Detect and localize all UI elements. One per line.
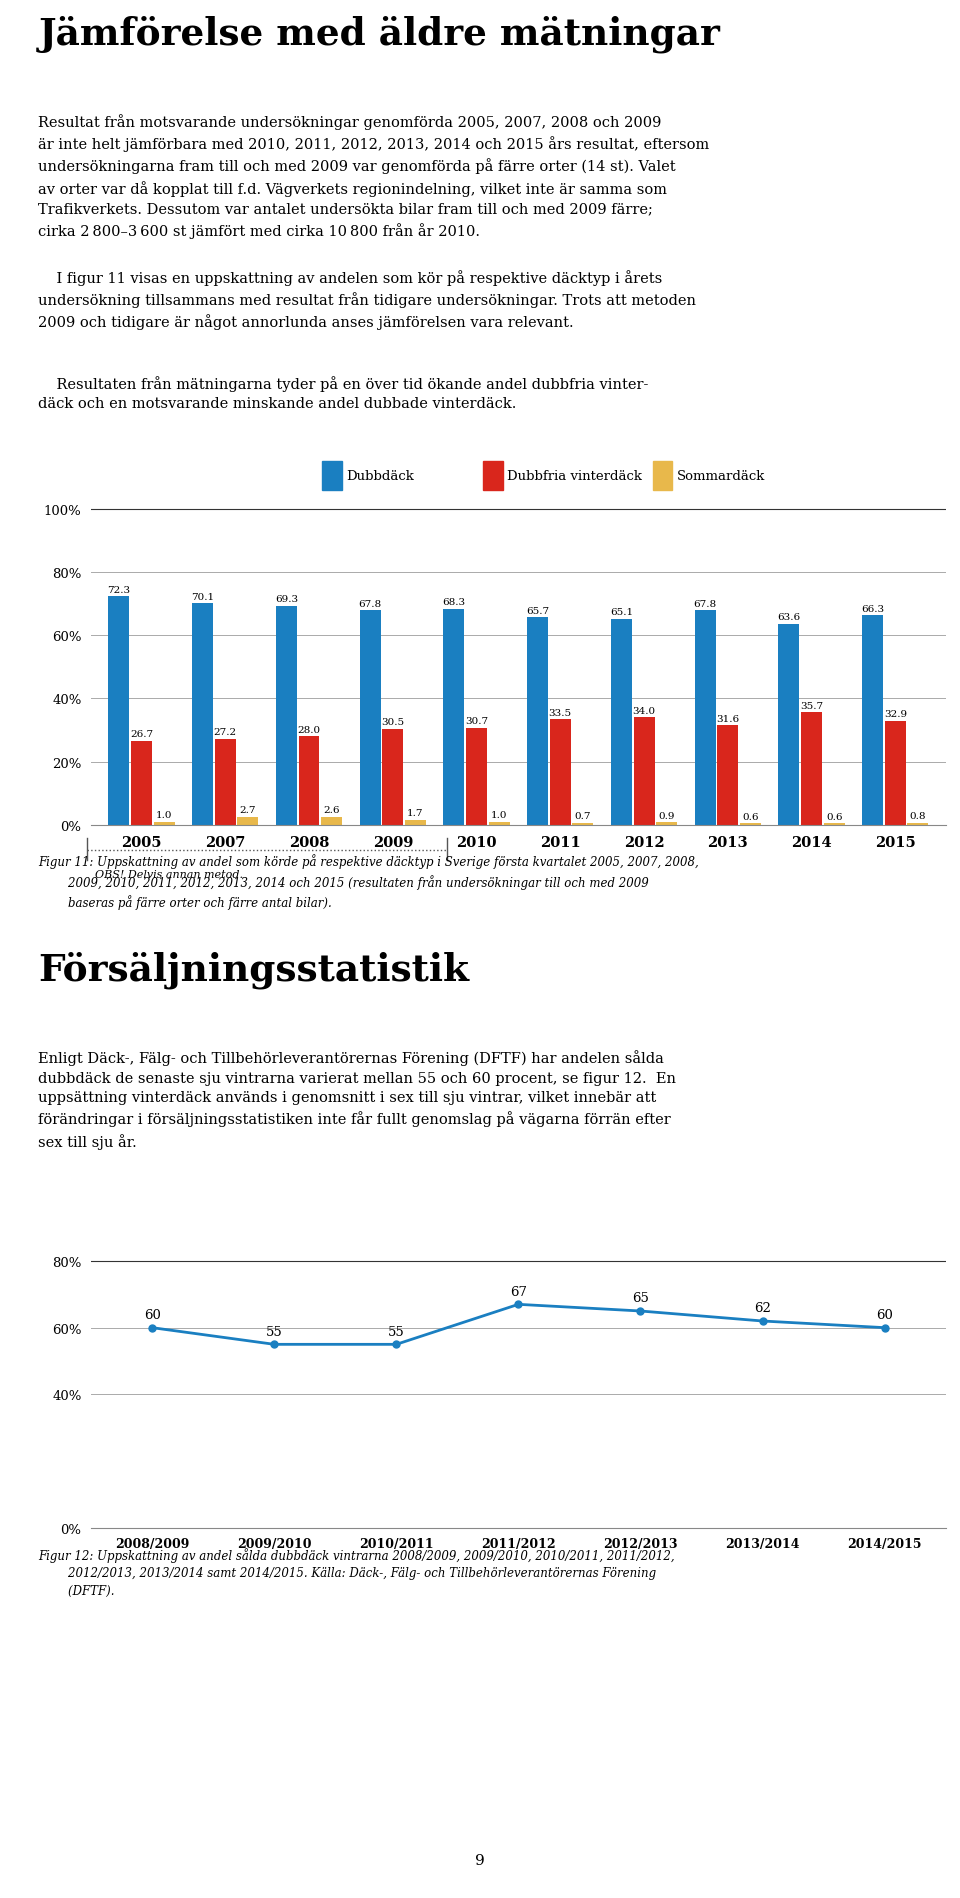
Bar <box>154 822 175 826</box>
Text: 67.8: 67.8 <box>359 600 382 609</box>
Text: Sommardäck: Sommardäck <box>677 471 765 482</box>
Text: 0.8: 0.8 <box>910 812 926 820</box>
Text: 55: 55 <box>388 1325 405 1338</box>
Text: 0.9: 0.9 <box>659 810 675 820</box>
Bar <box>862 615 883 826</box>
Bar <box>695 611 715 826</box>
Bar <box>653 461 672 492</box>
Text: 65.7: 65.7 <box>526 605 549 615</box>
Bar <box>657 824 677 826</box>
Bar <box>634 717 655 826</box>
Bar <box>466 729 487 826</box>
Bar <box>322 818 342 826</box>
Text: 68.3: 68.3 <box>443 598 466 607</box>
Bar <box>483 461 503 492</box>
Bar <box>192 604 213 826</box>
Text: 33.5: 33.5 <box>549 708 572 717</box>
Bar <box>131 742 152 826</box>
Text: OBS! Delvis annan metod.: OBS! Delvis annan metod. <box>95 869 244 881</box>
Bar <box>444 609 465 826</box>
Text: 35.7: 35.7 <box>800 700 823 710</box>
Bar <box>299 736 320 826</box>
Bar <box>215 740 236 826</box>
Text: Försäljningsstatistik: Försäljningsstatistik <box>38 951 469 989</box>
Text: 32.9: 32.9 <box>884 710 907 719</box>
Text: 26.7: 26.7 <box>130 729 153 738</box>
Text: 34.0: 34.0 <box>633 706 656 716</box>
Text: 30.7: 30.7 <box>465 717 488 727</box>
Bar <box>237 818 258 826</box>
Text: 65.1: 65.1 <box>610 607 633 617</box>
Bar <box>323 461 342 492</box>
Bar <box>527 619 548 826</box>
Text: Dubbfria vinterdäck: Dubbfria vinterdäck <box>507 471 642 482</box>
Bar <box>382 729 403 826</box>
Bar <box>550 719 571 826</box>
Text: 67: 67 <box>510 1285 527 1298</box>
Text: 67.8: 67.8 <box>694 600 717 609</box>
Bar <box>717 725 738 826</box>
Bar <box>885 721 906 826</box>
Bar <box>405 820 426 826</box>
Text: 2.6: 2.6 <box>324 807 340 814</box>
Text: 69.3: 69.3 <box>275 594 298 604</box>
Text: 60: 60 <box>876 1308 893 1321</box>
Text: 28.0: 28.0 <box>298 725 321 735</box>
Text: Jämförelse med äldre mätningar: Jämförelse med äldre mätningar <box>38 15 720 53</box>
Text: 0.7: 0.7 <box>575 812 591 822</box>
Text: Figur 12: Uppskattning av andel sålda dubbdäck vintrarna 2008/2009, 2009/2010, 2: Figur 12: Uppskattning av andel sålda du… <box>38 1547 675 1596</box>
Text: 1.0: 1.0 <box>491 810 508 820</box>
Bar <box>108 596 130 826</box>
Text: 55: 55 <box>266 1325 282 1338</box>
Text: 1.0: 1.0 <box>156 810 173 820</box>
Bar <box>801 714 822 826</box>
Bar <box>489 822 510 826</box>
Text: 65: 65 <box>632 1293 649 1304</box>
Text: 66.3: 66.3 <box>861 604 884 613</box>
Bar <box>907 824 928 826</box>
Text: 9: 9 <box>475 1852 485 1868</box>
Text: Dubbdäck: Dubbdäck <box>347 471 415 482</box>
Text: I figur 11 visas en uppskattning av andelen som kör på respektive däcktyp i året: I figur 11 visas en uppskattning av ande… <box>38 270 696 330</box>
Text: Enligt Däck-, Fälg- och Tillbehörleverantörernas Förening (DFTF) har andelen sål: Enligt Däck-, Fälg- och Tillbehörleveran… <box>38 1050 677 1148</box>
Text: 31.6: 31.6 <box>716 714 739 723</box>
Text: 60: 60 <box>144 1308 160 1321</box>
Text: Resultaten från mätningarna tyder på en över tid ökande andel dubbfria vinter-
d: Resultaten från mätningarna tyder på en … <box>38 376 649 412</box>
Text: 2.7: 2.7 <box>240 805 256 814</box>
Bar <box>611 619 632 826</box>
Text: 0.6: 0.6 <box>826 812 843 822</box>
Bar <box>276 607 297 826</box>
Bar <box>360 611 380 826</box>
Text: Figur 11: Uppskattning av andel som körde på respektive däcktyp i Sverige första: Figur 11: Uppskattning av andel som körd… <box>38 854 699 909</box>
Text: 63.6: 63.6 <box>778 613 801 623</box>
Text: 30.5: 30.5 <box>381 717 404 727</box>
Bar <box>779 624 800 826</box>
Text: 72.3: 72.3 <box>108 585 131 594</box>
Bar <box>572 824 593 826</box>
Text: Resultat från motsvarande undersökningar genomförda 2005, 2007, 2008 och 2009
är: Resultat från motsvarande undersökningar… <box>38 114 709 239</box>
Text: 1.7: 1.7 <box>407 809 423 818</box>
Text: 70.1: 70.1 <box>191 592 214 602</box>
Text: 27.2: 27.2 <box>214 729 237 736</box>
Text: 62: 62 <box>754 1302 771 1315</box>
Text: 0.6: 0.6 <box>742 812 758 822</box>
